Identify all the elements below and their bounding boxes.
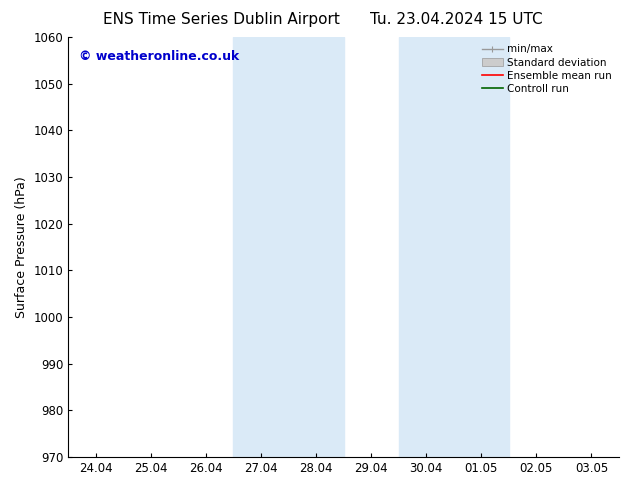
Text: © weatheronline.co.uk: © weatheronline.co.uk xyxy=(79,50,240,63)
Text: Tu. 23.04.2024 15 UTC: Tu. 23.04.2024 15 UTC xyxy=(370,12,543,27)
Bar xyxy=(233,37,344,457)
Bar xyxy=(399,37,509,457)
Text: ENS Time Series Dublin Airport: ENS Time Series Dublin Airport xyxy=(103,12,340,27)
Y-axis label: Surface Pressure (hPa): Surface Pressure (hPa) xyxy=(15,176,28,318)
Legend: min/max, Standard deviation, Ensemble mean run, Controll run: min/max, Standard deviation, Ensemble me… xyxy=(480,42,614,96)
